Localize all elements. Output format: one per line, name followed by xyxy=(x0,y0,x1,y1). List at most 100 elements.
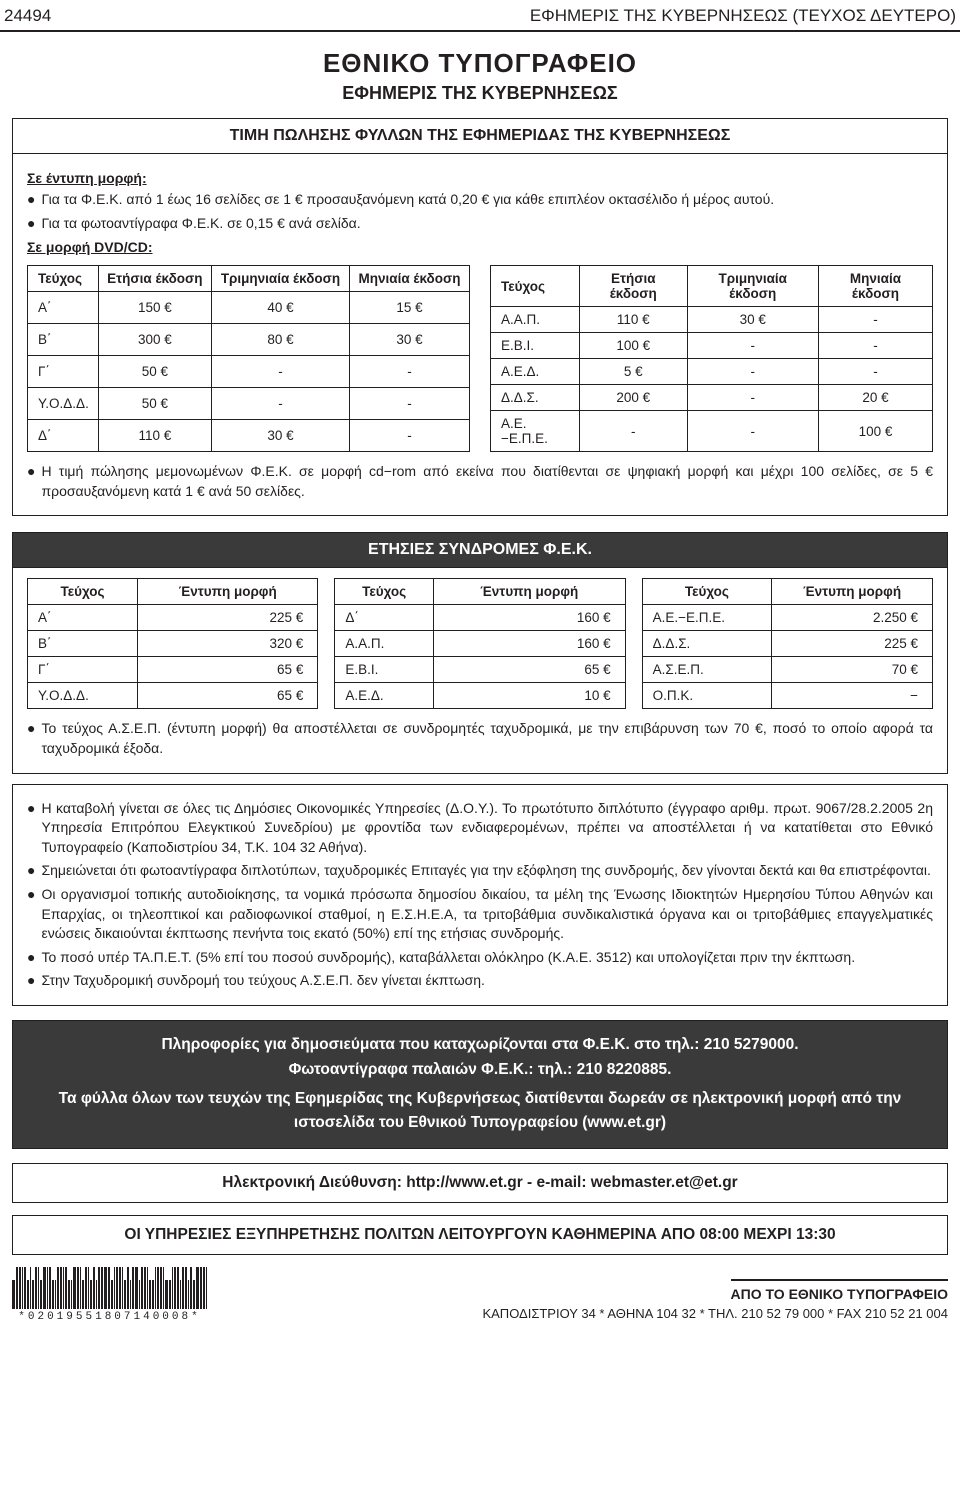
table-cell: Α΄ xyxy=(28,605,138,631)
table-cell: Α.Α.Π. xyxy=(335,631,434,657)
note-5: ●Στην Ταχυδρομική συνδρομή του τεύχους Α… xyxy=(27,971,933,991)
subs-note: ●Το τεύχος Α.Σ.Ε.Π. (έντυπη μορφή) θα απ… xyxy=(27,719,933,758)
note-4: ●Το ποσό υπέρ ΤΑ.Π.Ε.Τ. (5% επί του ποσο… xyxy=(27,948,933,968)
publisher-line-1: ΑΠΟ ΤΟ ΕΘΝΙΚΟ ΤΥΠΟΓΡΑΦΕΙΟ xyxy=(731,1279,949,1305)
hours-box: ΟΙ ΥΠΗΡΕΣΙΕΣ ΕΞΥΠΗΡΕΤΗΣΗΣ ΠΟΛΙΤΩΝ ΛΕΙΤΟΥ… xyxy=(12,1215,948,1255)
table-row: Α.Σ.Ε.Π.70 € xyxy=(642,657,932,683)
sub-title: ΕΦΗΜΕΡΙΣ ΤΗΣ ΚΥΒΕΡΝΗΣΕΩΣ xyxy=(0,83,960,104)
table-row: Υ.Ο.Δ.Δ.50 €-- xyxy=(28,388,470,420)
table-cell: 30 € xyxy=(687,307,818,333)
bullet-icon: ● xyxy=(27,948,35,968)
table-row: Ε.Β.Ι.65 € xyxy=(335,657,625,683)
table-cell: 70 € xyxy=(772,657,933,683)
col-teuxos: Τεύχος xyxy=(335,579,434,605)
barcode-text: *02019551807140008* xyxy=(18,1311,200,1323)
table-row: Α΄225 € xyxy=(28,605,318,631)
table-cell: 300 € xyxy=(98,324,211,356)
sale-heading: ΤΙΜΗ ΠΩΛΗΣΗΣ ΦΥΛΛΩΝ ΤΗΣ ΕΦΗΜΕΡΙΔΑΣ ΤΗΣ Κ… xyxy=(12,118,948,154)
table-cell: 225 € xyxy=(772,631,933,657)
sale-bullet-1: ●Για τα Φ.Ε.Κ. από 1 έως 16 σελίδες σε 1… xyxy=(27,190,933,210)
table-cell: 100 € xyxy=(818,411,932,452)
table-cell: 15 € xyxy=(350,292,470,324)
col-quarterly: Τριμηνιαία έκδοση xyxy=(687,266,818,307)
note-3-text: Οι οργανισμοί τοπικής αυτοδιοίκησης, τα … xyxy=(41,885,933,944)
table-cell: - xyxy=(687,359,818,385)
table-cell: 200 € xyxy=(579,385,687,411)
publisher-box: ΑΠΟ ΤΟ ΕΘΝΙΚΟ ΤΥΠΟΓΡΑΦΕΙΟ ΚΑΠΟΔΙΣΤΡΙΟΥ 3… xyxy=(482,1279,948,1323)
table-cell: 5 € xyxy=(579,359,687,385)
table-row: Β΄300 €80 €30 € xyxy=(28,324,470,356)
sale-note: ●Η τιμή πώλησης μεμονωμένων Φ.Ε.Κ. σε μο… xyxy=(27,462,933,501)
table-cell: Α.Ε.−Ε.Π.Ε. xyxy=(642,605,772,631)
barcode-lines xyxy=(12,1267,207,1309)
table-row: Υ.Ο.Δ.Δ.65 € xyxy=(28,683,318,709)
table-row: Α.Ε.Δ.5 €-- xyxy=(491,359,933,385)
col-annual: Ετήσια έκδοση xyxy=(579,266,687,307)
table-cell: 20 € xyxy=(818,385,932,411)
table-cell: Α΄ xyxy=(28,292,99,324)
publisher-line-2: ΚΑΠΟΔΙΣΤΡΙΟΥ 34 * ΑΘΗΝΑ 104 32 * ΤΗΛ. 21… xyxy=(482,1305,948,1323)
table-cell: 65 € xyxy=(433,657,625,683)
table-cell: − xyxy=(772,683,933,709)
table-cell: Ε.Β.Ι. xyxy=(491,333,580,359)
table-cell: - xyxy=(818,307,932,333)
table-cell: 100 € xyxy=(579,333,687,359)
table-cell: 10 € xyxy=(433,683,625,709)
subs-section: Τεύχος Έντυπη μορφή Α΄225 €Β΄320 €Γ΄65 €… xyxy=(12,568,948,773)
page-header: 24494 ΕΦΗΜΕΡΙΣ ΤΗΣ ΚΥΒΕΡΝΗΣΕΩΣ (ΤΕΥΧΟΣ Δ… xyxy=(0,0,960,32)
page-number: 24494 xyxy=(4,6,51,26)
table-cell: Α.Α.Π. xyxy=(491,307,580,333)
note-2-text: Σημειώνεται ότι φωτοαντίγραφα διπλοτύπων… xyxy=(41,861,930,881)
contact-l2: Φωτοαντίγραφα παλαιών Φ.Ε.Κ.: τηλ.: 210 … xyxy=(27,1058,933,1083)
table-cell: 2.250 € xyxy=(772,605,933,631)
note-1: ●Η καταβολή γίνεται σε όλες τις Δημόσιες… xyxy=(27,799,933,858)
table-cell: 110 € xyxy=(98,420,211,452)
table-cell: - xyxy=(350,356,470,388)
bullet-icon: ● xyxy=(27,799,35,858)
barcode: *02019551807140008* xyxy=(12,1267,207,1323)
table-row: Δ.Δ.Σ.200 €-20 € xyxy=(491,385,933,411)
table-row: Δ.Δ.Σ.225 € xyxy=(642,631,932,657)
note-2: ●Σημειώνεται ότι φωτοαντίγραφα διπλοτύπω… xyxy=(27,861,933,881)
subs-tables: Τεύχος Έντυπη μορφή Α΄225 €Β΄320 €Γ΄65 €… xyxy=(27,578,933,709)
col-monthly: Μηνιαία έκδοση xyxy=(818,266,932,307)
table-cell: - xyxy=(687,385,818,411)
table-row: Γ΄65 € xyxy=(28,657,318,683)
sale-section: Σε έντυπη μορφή: ●Για τα Φ.Ε.Κ. από 1 έω… xyxy=(12,154,948,516)
note-1-text: Η καταβολή γίνεται σε όλες τις Δημόσιες … xyxy=(41,799,933,858)
table-row: Γ΄50 €-- xyxy=(28,356,470,388)
table-cell: Β΄ xyxy=(28,324,99,356)
table-cell: - xyxy=(818,333,932,359)
dvd-tables: Τεύχος Ετήσια έκδοση Τριμηνιαία έκδοση Μ… xyxy=(27,265,933,452)
hours-line: ΟΙ ΥΠΗΡΕΣΙΕΣ ΕΞΥΠΗΡΕΤΗΣΗΣ ΠΟΛΙΤΩΝ ΛΕΙΤΟΥ… xyxy=(124,1226,835,1243)
table-cell: 80 € xyxy=(211,324,349,356)
table-cell: Α.Ε.Δ. xyxy=(335,683,434,709)
contact-box: Πληροφορίες για δημοσιεύματα που καταχωρ… xyxy=(12,1020,948,1149)
table-cell: - xyxy=(350,388,470,420)
col-print: Έντυπη μορφή xyxy=(433,579,625,605)
table-row: Α.Ε.−Ε.Π.Ε.2.250 € xyxy=(642,605,932,631)
col-quarterly: Τριμηνιαία έκδοση xyxy=(211,266,349,292)
table-cell: 50 € xyxy=(98,388,211,420)
table-row: Δ΄160 € xyxy=(335,605,625,631)
col-annual: Ετήσια έκδοση xyxy=(98,266,211,292)
dvd-table-left: Τεύχος Ετήσια έκδοση Τριμηνιαία έκδοση Μ… xyxy=(27,265,470,452)
table-cell: Γ΄ xyxy=(28,356,99,388)
table-cell: 65 € xyxy=(138,683,318,709)
bullet-icon: ● xyxy=(27,190,35,210)
sale-bullet-2-text: Για τα φωτοαντίγραφα Φ.Ε.Κ. σε 0,15 € αν… xyxy=(41,214,360,234)
footer-row: *02019551807140008* ΑΠΟ ΤΟ ΕΘΝΙΚΟ ΤΥΠΟΓΡ… xyxy=(12,1267,948,1323)
table-cell: - xyxy=(211,388,349,420)
table-cell: - xyxy=(687,333,818,359)
subs-note-text: Το τεύχος Α.Σ.Ε.Π. (έντυπη μορφή) θα απο… xyxy=(41,719,933,758)
table-cell: Ο.Π.Κ. xyxy=(642,683,772,709)
col-print: Έντυπη μορφή xyxy=(138,579,318,605)
table-row: Α.Α.Π.160 € xyxy=(335,631,625,657)
col-print: Έντυπη μορφή xyxy=(772,579,933,605)
notes-section: ●Η καταβολή γίνεται σε όλες τις Δημόσιες… xyxy=(12,784,948,1006)
table-cell: - xyxy=(211,356,349,388)
table-row: Ε.Β.Ι.100 €-- xyxy=(491,333,933,359)
col-teuxos: Τεύχος xyxy=(28,266,99,292)
table-cell: Α.Σ.Ε.Π. xyxy=(642,657,772,683)
table-cell: 30 € xyxy=(211,420,349,452)
